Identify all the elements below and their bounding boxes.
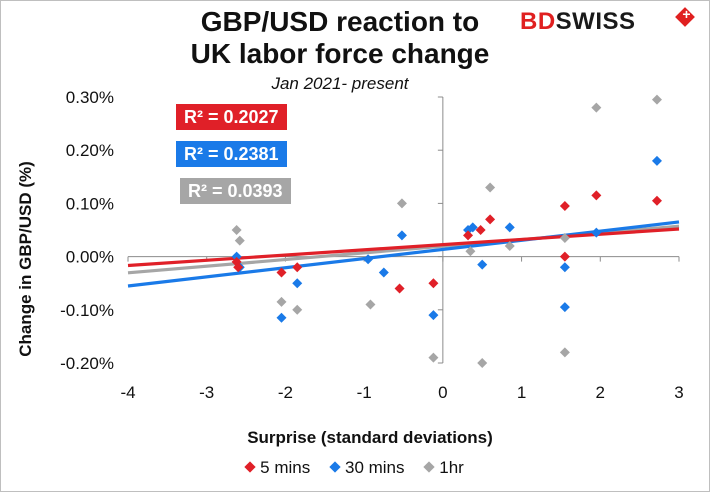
trendline-5-mins: [127, 227, 680, 268]
data-point-30-mins: [591, 227, 602, 238]
x-tick-label: 0: [438, 383, 447, 402]
data-point-30-mins: [428, 310, 439, 321]
y-tick-label: 0.30%: [66, 88, 114, 107]
chart-legend: 5 mins 30 mins 1hr: [0, 458, 710, 478]
legend-item-1hr: 1hr: [423, 458, 464, 478]
data-point-5-mins: [233, 262, 244, 273]
data-point-5-mins: [276, 267, 287, 278]
data-point-5-mins: [485, 214, 496, 225]
chart-title-line2: UK labor force change: [190, 38, 490, 69]
data-point-1hr: [276, 296, 287, 307]
r2-label-30mins: R² = 0.2381: [176, 141, 287, 167]
chart-subtitle: Jan 2021- present: [271, 74, 409, 93]
trendline-30-mins: [127, 220, 680, 288]
data-point-30-mins: [651, 155, 662, 166]
x-tick-label: 3: [674, 383, 683, 402]
data-point-30-mins: [276, 312, 287, 323]
data-point-30-mins: [292, 278, 303, 289]
data-point-30-mins: [477, 259, 488, 270]
x-tick-label: -1: [357, 383, 372, 402]
data-point-5-mins: [475, 225, 486, 235]
x-tick-label: -4: [120, 383, 135, 402]
legend-label-5mins: 5 mins: [260, 458, 311, 477]
data-point-30-mins: [396, 230, 407, 241]
data-point-5-mins: [292, 262, 303, 273]
data-point-1hr: [365, 299, 376, 310]
legend-marker-1hr: [423, 460, 435, 473]
data-point-30-mins: [378, 267, 389, 278]
data-point-1hr: [559, 232, 570, 243]
data-point-1hr: [559, 347, 570, 358]
y-axis-label: Change in GBP/USD (%): [16, 161, 35, 357]
legend-item-30mins: 30 mins: [329, 458, 405, 478]
data-point-5-mins: [559, 251, 570, 262]
legend-label-30mins: 30 mins: [344, 458, 405, 477]
bdswiss-logo: BDSWISS: [520, 8, 636, 36]
data-point-5-mins: [591, 190, 602, 201]
y-tick-label: 0.00%: [66, 248, 114, 267]
data-point-1hr: [231, 225, 242, 235]
data-point-1hr: [428, 352, 439, 363]
x-axis-label: Surprise (standard deviations): [247, 428, 493, 447]
legend-marker-5mins: [244, 460, 256, 473]
logo-part-bd: BD: [520, 8, 556, 35]
y-tick-label: -0.20%: [60, 354, 114, 373]
data-point-1hr: [234, 235, 245, 246]
y-tick-label: 0.10%: [66, 194, 114, 213]
data-point-5-mins: [559, 201, 570, 212]
data-point-1hr: [504, 240, 515, 251]
r2-label-5mins: R² = 0.2027: [176, 104, 287, 130]
data-point-30-mins: [504, 222, 515, 233]
data-point-5-mins: [394, 283, 405, 294]
chart-title-line1: GBP/USD reaction to: [200, 6, 480, 37]
data-point-1hr: [465, 246, 476, 257]
legend-label-1hr: 1hr: [439, 458, 464, 477]
data-point-1hr: [292, 304, 303, 315]
data-point-5-mins: [463, 230, 474, 241]
data-point-1hr: [396, 198, 407, 209]
y-tick-label: -0.10%: [60, 301, 114, 320]
data-point-1hr: [485, 182, 496, 193]
legend-item-5mins: 5 mins: [244, 458, 311, 478]
data-point-1hr: [651, 94, 662, 105]
data-point-1hr: [477, 358, 488, 368]
y-tick-label: 0.20%: [66, 141, 114, 160]
data-point-5-mins: [428, 278, 439, 289]
data-point-30-mins: [363, 254, 374, 265]
data-point-30-mins: [559, 262, 570, 273]
x-tick-label: 1: [517, 383, 526, 402]
data-point-1hr: [591, 102, 602, 113]
x-tick-label: 2: [596, 383, 605, 402]
data-point-30-mins: [559, 302, 570, 313]
data-point-30-mins: [467, 222, 478, 233]
logo-part-swiss: SWISS: [555, 8, 636, 35]
x-tick-label: -3: [199, 383, 214, 402]
r2-label-1hr: R² = 0.0393: [180, 178, 291, 204]
data-point-30-mins: [231, 251, 242, 262]
legend-marker-30mins: [329, 460, 341, 473]
x-tick-label: -2: [278, 383, 293, 402]
data-point-5-mins: [651, 195, 662, 206]
